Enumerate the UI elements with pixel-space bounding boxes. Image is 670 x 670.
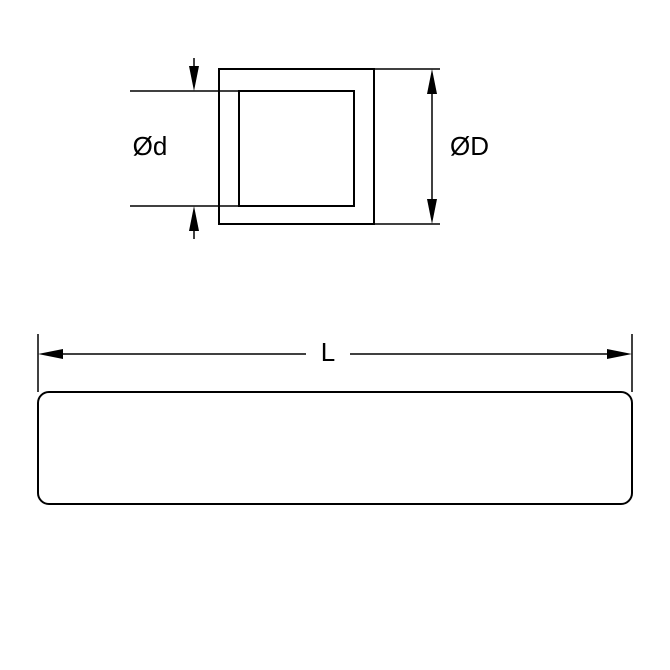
dim-label-outer: ØD	[450, 131, 489, 161]
dim-label-length: L	[321, 337, 335, 367]
dim-label-inner: Ød	[133, 131, 168, 161]
outer-square	[219, 69, 374, 224]
side-rect	[38, 392, 632, 504]
tube-dimension-diagram: Ød ØD L	[0, 0, 670, 670]
inner-square	[239, 91, 354, 206]
